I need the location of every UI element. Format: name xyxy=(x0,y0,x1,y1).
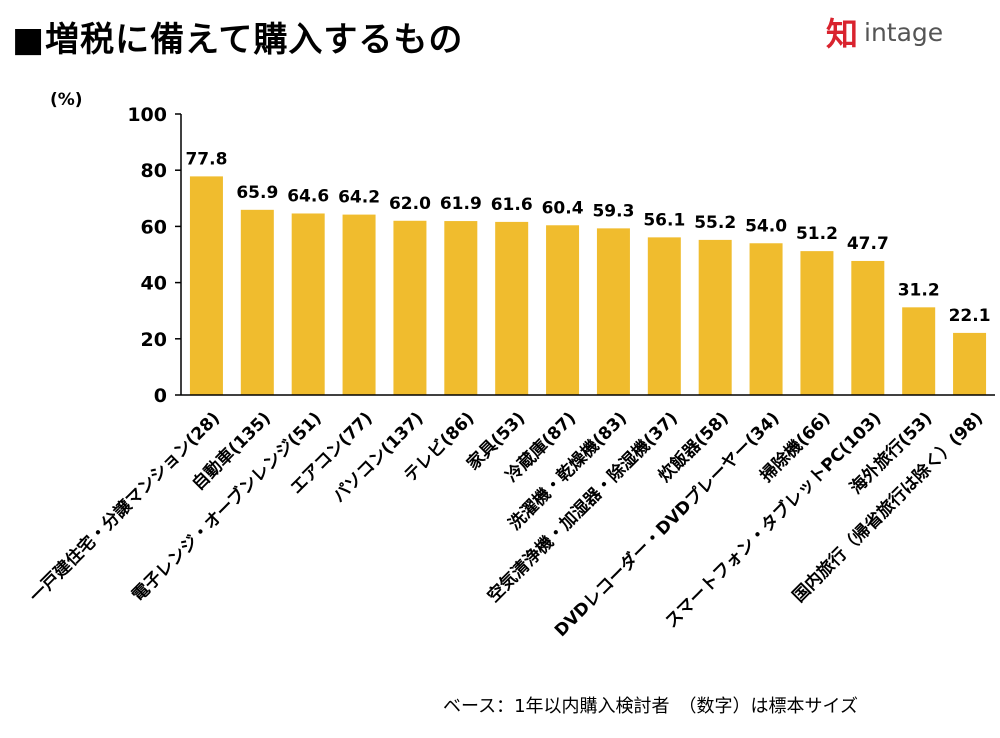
y-axis-unit-label: (%) xyxy=(50,90,83,110)
value-label: 62.0 xyxy=(389,194,431,214)
y-tick-label: 100 xyxy=(127,104,167,126)
y-tick-label: 0 xyxy=(154,385,167,407)
bar xyxy=(698,239,732,395)
value-label: 61.6 xyxy=(491,195,533,215)
x-category-label: 一戸建住宅・分譲マンション(28) xyxy=(25,408,224,607)
value-label: 64.6 xyxy=(287,186,329,206)
bar xyxy=(546,225,580,395)
bar xyxy=(647,237,681,395)
x-category-label: 電子レンジ・オーブンレンジ(51) xyxy=(128,408,326,606)
bar xyxy=(902,307,936,395)
bar xyxy=(800,251,834,395)
bar xyxy=(749,243,783,395)
bar xyxy=(596,228,630,395)
value-label: 56.1 xyxy=(643,210,685,230)
value-labels: 77.8 65.9 64.6 64.2 62.0 61.9 61.6 60.4 59.3 56.1… xyxy=(185,149,990,326)
intage-logo-mark-icon: 知 xyxy=(826,15,858,52)
bar xyxy=(189,176,223,395)
value-label: 60.4 xyxy=(542,198,584,218)
bar xyxy=(495,221,529,395)
bar xyxy=(444,221,478,395)
value-label: 55.2 xyxy=(694,213,736,233)
value-label: 47.7 xyxy=(847,234,889,254)
bar xyxy=(851,260,885,395)
bar-series xyxy=(189,176,987,395)
value-label: 22.1 xyxy=(949,306,991,326)
bar xyxy=(240,209,274,395)
logo-mark-glyph: 知 xyxy=(826,15,858,52)
bar xyxy=(393,220,427,395)
value-label: 61.9 xyxy=(440,194,482,214)
value-label: 51.2 xyxy=(796,224,838,244)
intage-logo: 知 intage xyxy=(826,14,966,54)
bar xyxy=(291,213,325,395)
value-label: 59.3 xyxy=(592,201,634,221)
value-label: 77.8 xyxy=(185,149,227,169)
x-category-label: パソコン(137) xyxy=(329,408,427,506)
y-axis-ticks: 0 20 40 60 80 100 xyxy=(127,104,181,407)
bar xyxy=(342,214,376,395)
y-tick-label: 80 xyxy=(141,160,167,182)
y-tick-label: 20 xyxy=(141,329,167,351)
value-label: 64.2 xyxy=(338,188,380,208)
y-tick-label: 40 xyxy=(141,273,167,295)
value-label: 65.9 xyxy=(236,183,278,203)
logo-text: intage xyxy=(864,18,944,47)
value-label: 54.0 xyxy=(745,216,787,236)
bar xyxy=(953,332,987,395)
footnote-base: ベース：1年以内購入検討者 （数字）は標本サイズ xyxy=(443,696,859,717)
page-title: ■増税に備えて購入するもの xyxy=(12,20,464,60)
y-tick-label: 60 xyxy=(141,216,167,238)
value-label: 31.2 xyxy=(898,280,940,300)
x-axis-category-labels: 一戸建住宅・分譲マンション(28)自動車(135)電子レンジ・オーブンレンジ(5… xyxy=(25,408,987,641)
